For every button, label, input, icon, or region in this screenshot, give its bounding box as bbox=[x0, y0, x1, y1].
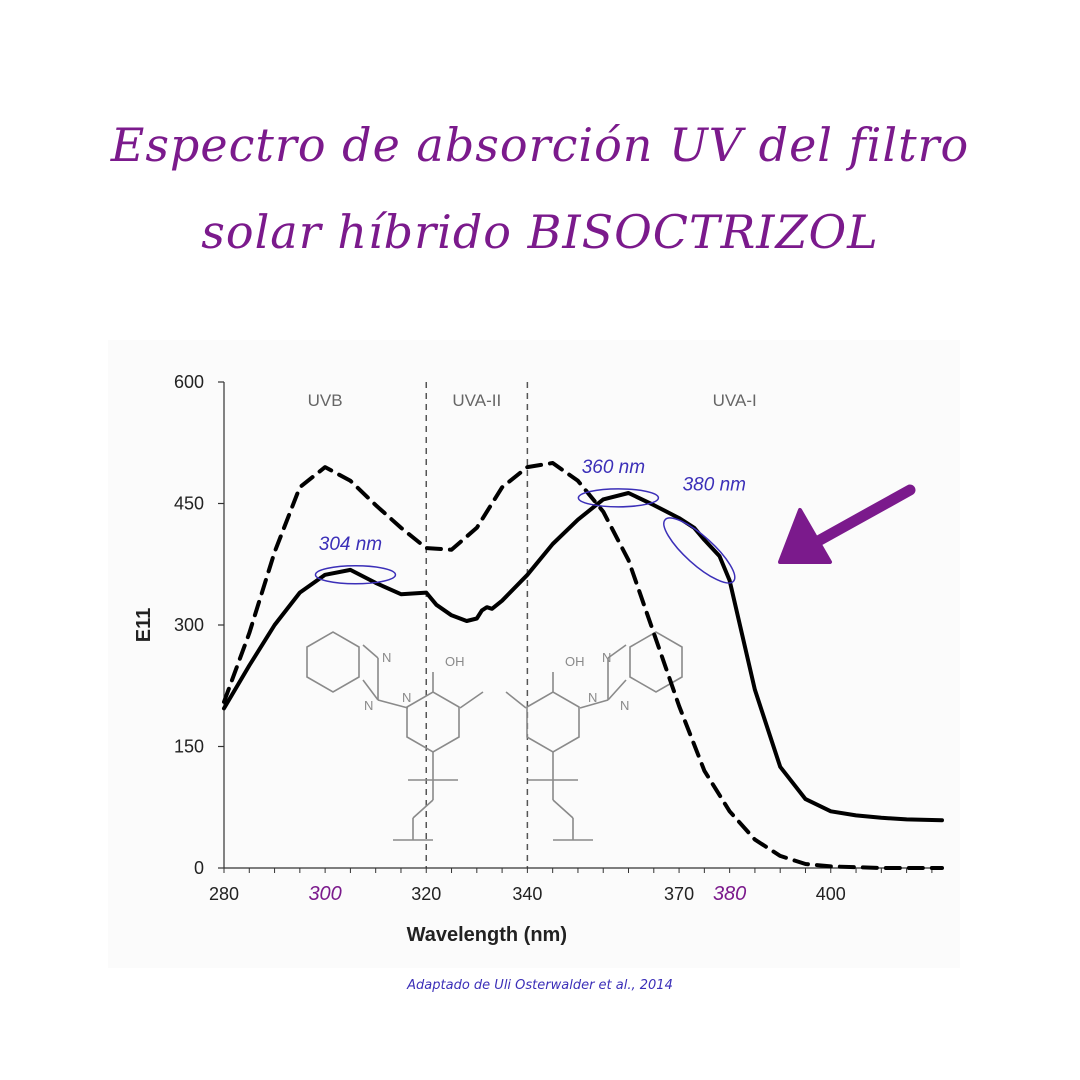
pointer-arrow-shaft bbox=[814, 484, 916, 546]
annotation-label: 380 nm bbox=[683, 474, 746, 495]
x-axis-label: Wavelength (nm) bbox=[407, 924, 567, 946]
annotation-circle bbox=[314, 565, 397, 585]
citation: Adaptado de Uli Osterwalder et al., 2014 bbox=[407, 978, 673, 993]
y-tick-label: 0 bbox=[194, 858, 204, 878]
molecule-ring bbox=[629, 631, 683, 693]
solid-absorption-curve bbox=[222, 491, 944, 823]
x-tick-label: 280 bbox=[209, 884, 239, 904]
page-title-line-2: solar híbrido BISOCTRIZOL bbox=[201, 205, 879, 259]
x-tick-label: 370 bbox=[664, 884, 694, 904]
molecule-atom-label: N bbox=[382, 650, 391, 665]
molecule-bond bbox=[362, 644, 379, 659]
molecule-bond bbox=[607, 644, 627, 659]
page-title-line-1: Espectro de absorción UV del filtro bbox=[110, 118, 970, 172]
chart-panel: UVB UVA-II UVA-I 0 150 300 450 600 280 300 320 340 3… bbox=[108, 340, 960, 968]
x-tick-label: 380 bbox=[713, 883, 746, 905]
molecule-bond bbox=[362, 679, 379, 701]
molecule-atom-label: N bbox=[588, 690, 597, 705]
molecule-atom-label: N bbox=[364, 698, 373, 713]
molecule-ring bbox=[406, 691, 460, 753]
x-tick-label: 320 bbox=[411, 884, 441, 904]
absorption-spectrum-chart: UVB UVA-II UVA-I 0 150 300 450 600 280 300 320 340 3… bbox=[133, 372, 944, 946]
molecule-atom-label: N bbox=[402, 690, 411, 705]
region-label: UVB bbox=[308, 391, 343, 410]
molecule-atom-label: N bbox=[602, 650, 611, 665]
molecule-bond bbox=[579, 699, 609, 709]
molecule-ring bbox=[526, 691, 580, 753]
molecule-bond bbox=[377, 699, 409, 709]
pointer-arrow-head bbox=[778, 508, 832, 564]
dashed-absorption-curve bbox=[222, 461, 944, 870]
molecule-bond bbox=[459, 691, 484, 709]
x-tick-label: 300 bbox=[308, 883, 341, 905]
molecule-atom-label: OH bbox=[565, 654, 585, 669]
x-tick-label: 400 bbox=[816, 884, 846, 904]
annotation-circle bbox=[663, 517, 736, 584]
annotation-label: 360 nm bbox=[582, 457, 645, 478]
bisoctrizole-molecule-structure: OH OH N N N N N N bbox=[306, 631, 683, 841]
region-label: UVA-II bbox=[452, 391, 501, 410]
x-tick-label: 340 bbox=[512, 884, 542, 904]
molecule-bond bbox=[552, 799, 574, 819]
molecule-atom-label: OH bbox=[445, 654, 465, 669]
molecule-bond bbox=[607, 679, 627, 701]
annotation-label: 304 nm bbox=[319, 534, 382, 555]
y-axis-label: E11 bbox=[133, 608, 155, 642]
molecule-ring bbox=[306, 631, 360, 693]
molecule-bond bbox=[505, 691, 527, 709]
y-tick-label: 300 bbox=[174, 615, 204, 635]
y-tick-label: 150 bbox=[174, 737, 204, 757]
y-tick-label: 600 bbox=[174, 372, 204, 392]
molecule-atom-label: N bbox=[620, 698, 629, 713]
molecule-bond bbox=[412, 799, 434, 819]
annotation-circle bbox=[577, 488, 660, 508]
y-tick-label: 450 bbox=[174, 494, 204, 514]
region-label: UVA-I bbox=[713, 391, 757, 410]
